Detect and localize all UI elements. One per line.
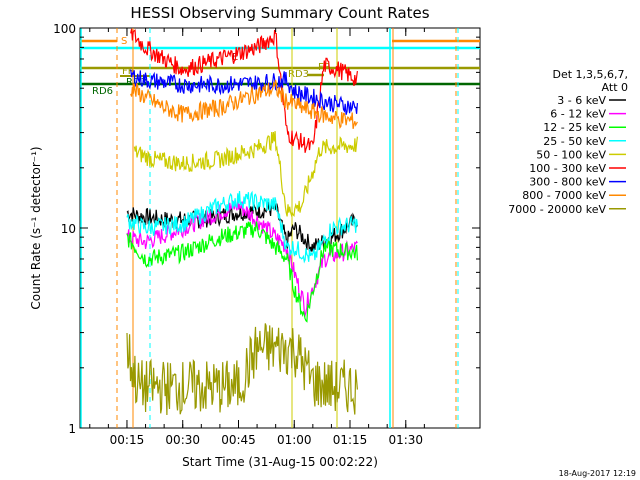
flag-label-rd6: RD6 [92, 86, 113, 97]
series-layer [126, 28, 358, 416]
x-tick-label: 01:30 [388, 433, 423, 447]
series-line-800-7000-kev [130, 79, 358, 130]
x-tick-label: 00:15 [110, 433, 145, 447]
y-tick-label: 1 [68, 422, 76, 436]
series-line-25-50-kev [126, 190, 358, 264]
timestamp: 18-Aug-2017 12:19 [559, 469, 636, 478]
legend-entry-label: 25 - 50 keV [543, 135, 606, 148]
x-tick-label: 01:00 [277, 433, 312, 447]
flag-label-rd3-mid: RD3 [288, 69, 309, 80]
x-tick-label: 00:45 [221, 433, 256, 447]
legend-entry-label: 300 - 800 keV [529, 176, 606, 189]
chart-title: HESSI Observing Summary Count Rates [130, 4, 429, 22]
legend-entry-label: 12 - 25 keV [543, 121, 606, 134]
flag-label-s: S [121, 36, 127, 47]
y-tick-label: 10 [61, 222, 76, 236]
legend-header-line-2: Att 0 [602, 81, 628, 94]
series-line-12-25-kev [126, 221, 358, 323]
legend-entry-label: 100 - 300 keV [529, 162, 606, 175]
x-tick-label: 01:15 [333, 433, 368, 447]
legend-header-line-1: Det 1,3,5,6,7, [552, 68, 628, 81]
y-axis-label: Count Rate (s⁻¹ detector⁻¹) [29, 146, 43, 309]
flag-label-fr-left: FR [122, 66, 135, 77]
x-tick-label: 00:30 [165, 433, 200, 447]
y-tick-label: 100 [53, 22, 76, 36]
series-line-50-100-kev [133, 131, 358, 218]
legend-entry-label: 7000 - 20000 keV [508, 203, 606, 216]
legend-entry-label: 50 - 100 keV [536, 148, 606, 161]
x-axis-label: Start Time (31-Aug-15 00:02:22) [182, 455, 378, 469]
axes: 00:15 00:30 00:45 01:00 01:15 01:30 1 10 100 [53, 22, 480, 447]
series-line-7000-20000-kev [126, 323, 358, 416]
legend-entry-label: 3 - 6 keV [557, 94, 606, 107]
legend-entry-label: 800 - 7000 keV [522, 189, 606, 202]
series-line-300-800-kev [130, 69, 358, 115]
legend-entry-label: 6 - 12 keV [550, 108, 606, 121]
